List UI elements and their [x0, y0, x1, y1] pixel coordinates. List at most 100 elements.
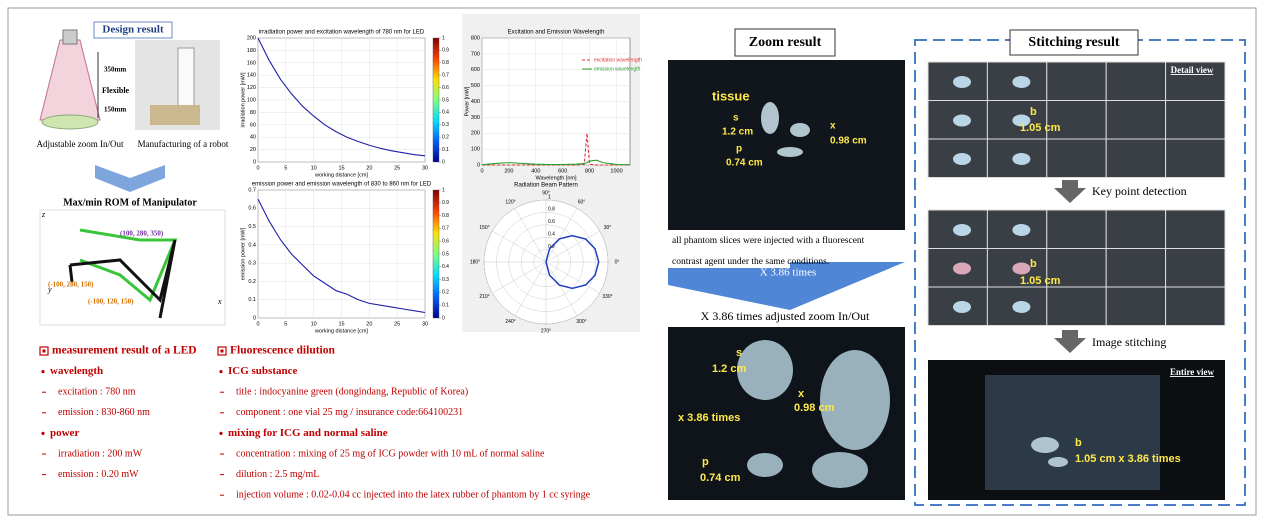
y-tick-label: 200 — [247, 35, 256, 41]
tissue — [1012, 224, 1030, 236]
tissue — [953, 153, 971, 165]
theta-tick-label: 30° — [604, 225, 612, 231]
x-tick-label: 5 — [284, 321, 287, 327]
y-tick-label: 0 — [477, 162, 480, 168]
note: all phantom slices were injected with a … — [672, 235, 865, 246]
x-tick-label: 5 — [284, 165, 287, 171]
colorbar-label: 1 — [442, 35, 445, 41]
photo-label: b — [1030, 106, 1037, 118]
y-tick-label: 60 — [250, 122, 256, 128]
arrow — [1054, 180, 1086, 203]
y-tick-label: 500 — [471, 83, 480, 89]
r-tick-label: 0.6 — [548, 219, 555, 225]
y-tick-label: 0.5 — [248, 224, 256, 230]
view-label: Entire view — [1170, 367, 1215, 377]
subtitle: Max/min ROM of Manipulator — [63, 197, 197, 208]
point-label: (-100, 120, 150) — [88, 298, 134, 306]
item: concentration : mixing of 25 mg of ICG p… — [236, 448, 545, 459]
photo-label: 1.05 cm — [1020, 275, 1061, 287]
point-label: (100, 280, 350) — [120, 230, 164, 238]
grid-cell — [1166, 210, 1225, 249]
y-tick-label: 180 — [247, 48, 256, 54]
y-axis-label: emission power [mW] — [240, 227, 246, 280]
y-tick-label: 120 — [247, 85, 256, 91]
colorbar-label: 0.4 — [442, 110, 449, 116]
y-tick-label: 40 — [250, 135, 256, 141]
heading: ICG substance — [228, 365, 297, 377]
y-axis-label: Power [mW] — [464, 86, 470, 116]
item: emission : 830-860 nm — [58, 407, 150, 418]
photo-label: x — [798, 388, 805, 400]
theta-tick-label: 60° — [578, 200, 586, 206]
y-tick-label: 800 — [471, 35, 480, 41]
photo-label: 0.74 cm — [700, 472, 741, 484]
point-label: (-100, 280, 150) — [48, 281, 94, 289]
x-tick-label: 0 — [256, 165, 259, 171]
y-tick-label: 80 — [250, 110, 256, 116]
colorbar — [433, 38, 439, 162]
bullet — [41, 370, 44, 373]
y-tick-label: 0.6 — [248, 206, 256, 212]
colorbar-label: 1 — [442, 187, 445, 193]
bullet — [219, 432, 222, 435]
grid-cell — [1166, 249, 1225, 288]
y-tick-label: 100 — [471, 147, 480, 153]
legend-label: emission wavelength — [594, 66, 641, 72]
section-title: Fluorescence dilution — [230, 345, 335, 357]
colorbar-label: 0.2 — [442, 290, 449, 296]
tissue — [1012, 301, 1030, 313]
colorbar-label: 0.3 — [442, 277, 449, 283]
colorbar-label: 0.6 — [442, 85, 449, 91]
y-tick-label: 0.1 — [248, 297, 256, 303]
x-tick-label: 15 — [338, 165, 344, 171]
x-tick-label: 20 — [366, 321, 372, 327]
colorbar-label: 0.5 — [442, 251, 449, 257]
x-tick-label: 1000 — [610, 168, 622, 174]
grid-cell — [1166, 101, 1225, 140]
photo-label: 0.98 cm — [830, 136, 867, 147]
y-tick-label: 600 — [471, 67, 480, 73]
colorbar-label: 0.6 — [442, 239, 449, 245]
caption: X 3.86 times adjusted zoom In/Out — [701, 309, 870, 323]
tissue — [1012, 76, 1030, 88]
grid-cell — [1166, 287, 1225, 326]
item: title : indocyanine green (dongindang, R… — [236, 386, 468, 397]
grid-cell — [1106, 249, 1165, 288]
tissue — [953, 115, 971, 127]
y-axis-label: irradiation power [mW] — [240, 72, 246, 127]
legend-label: excitation wavelength — [594, 57, 642, 63]
colorbar-label: 0.9 — [442, 200, 449, 206]
tissue — [1012, 263, 1030, 275]
colorbar-label: 0.1 — [442, 303, 449, 309]
photo-label: b — [1030, 258, 1037, 270]
item: irradiation : 200 mW — [58, 448, 143, 459]
grid-cell — [1106, 139, 1165, 178]
photo-label: 1.05 cm — [1020, 122, 1061, 134]
x-tick-label: 400 — [531, 168, 540, 174]
colorbar-label: 0.2 — [442, 135, 449, 141]
y-tick-label: 200 — [471, 131, 480, 137]
y-tick-label: 0.7 — [248, 187, 256, 193]
colorbar-label: 0 — [442, 315, 445, 321]
icon — [221, 350, 224, 353]
photo-label: x — [830, 121, 836, 132]
label: 350mm — [104, 66, 126, 74]
r-tick-label: 0.8 — [548, 207, 555, 213]
grid-cell — [1106, 101, 1165, 140]
chart-title: Radiation Beam Pattern — [514, 183, 578, 189]
x-tick-label: 20 — [366, 165, 372, 171]
photo-label: 1.2 cm — [722, 127, 753, 138]
view-label: Detail view — [1171, 65, 1214, 75]
arrow — [1054, 330, 1086, 353]
grid-cell — [1047, 210, 1106, 249]
theta-tick-label: 210° — [479, 294, 489, 300]
step-label: Image stitching — [1092, 335, 1166, 349]
panel-title: Design result — [102, 24, 164, 36]
step-label: Key point detection — [1092, 184, 1187, 198]
x-tick-label: 600 — [558, 168, 567, 174]
x-tick-label: 25 — [394, 165, 400, 171]
y-tick-label: 140 — [247, 73, 256, 79]
tissue — [953, 224, 971, 236]
icon — [43, 350, 46, 353]
photo-label: s — [736, 347, 742, 359]
